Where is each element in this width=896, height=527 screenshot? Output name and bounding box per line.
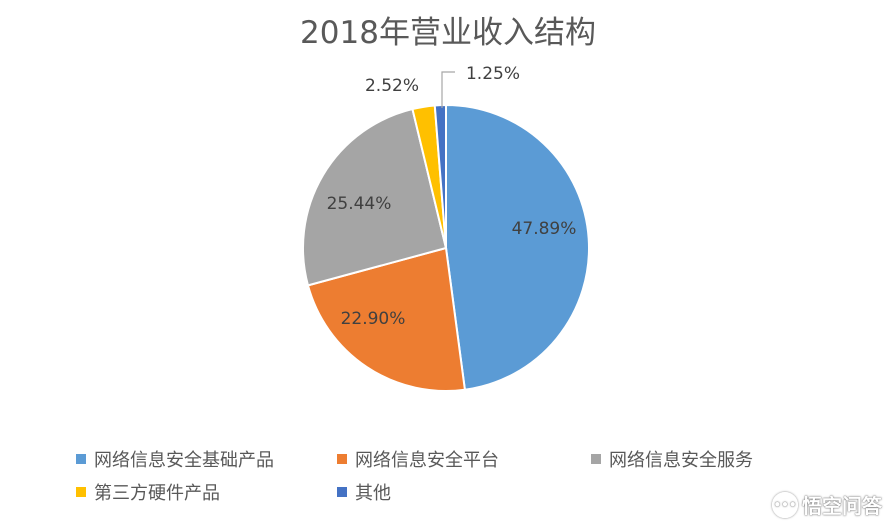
data-label-1: 47.89% xyxy=(512,219,577,239)
legend-label: 网络信息安全基础产品 xyxy=(94,450,274,471)
legend-item-1: 网络信息安全基础产品 xyxy=(76,450,274,471)
pie-slice-2 xyxy=(306,246,467,392)
legend-label: 其他 xyxy=(355,483,391,504)
watermark-text: 悟空问答 xyxy=(802,494,882,518)
leader-line xyxy=(441,71,455,108)
legend-item-2: 网络信息安全平台 xyxy=(337,450,499,471)
data-label-5: 1.25% xyxy=(466,64,520,84)
data-label-4: 2.52% xyxy=(365,76,419,96)
legend-label: 网络信息安全平台 xyxy=(355,450,499,471)
pie-slice-3 xyxy=(302,107,448,287)
legend-swatch xyxy=(76,487,86,497)
legend-item-3: 网络信息安全服务 xyxy=(591,450,753,471)
data-label-2: 22.90% xyxy=(341,309,406,329)
legend-label: 网络信息安全服务 xyxy=(609,450,753,471)
data-label-3: 25.44% xyxy=(327,194,392,214)
legend-item-5: 其他 xyxy=(337,483,391,504)
pie-slice-5 xyxy=(433,103,447,249)
speech-bubble-icon: ••• xyxy=(772,491,798,518)
legend-swatch xyxy=(591,454,601,464)
watermark: ••• 悟空问答 xyxy=(772,490,882,519)
pie-slice-1 xyxy=(445,103,590,391)
chart-title: 2018年营业收入结构 xyxy=(300,15,596,51)
legend-swatch xyxy=(76,454,86,464)
legend-swatch xyxy=(337,487,347,497)
legend-swatch xyxy=(337,454,347,464)
legend-label: 第三方硬件产品 xyxy=(94,483,220,504)
legend-item-4: 第三方硬件产品 xyxy=(76,483,220,504)
